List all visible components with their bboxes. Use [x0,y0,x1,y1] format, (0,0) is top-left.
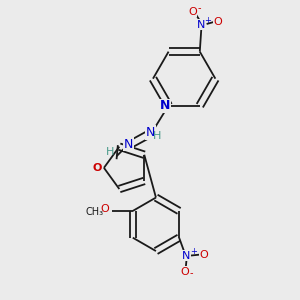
Text: -: - [190,268,193,278]
Text: H: H [153,131,161,141]
Text: -: - [197,3,201,13]
Text: +: + [204,16,211,25]
Text: O: O [199,250,208,260]
Text: N: N [146,126,155,139]
Text: O: O [188,7,197,16]
Text: N: N [124,138,133,151]
Text: +: + [190,247,197,256]
Text: O: O [100,204,109,214]
Text: O: O [213,17,222,27]
Text: O: O [93,163,102,173]
Text: O: O [180,267,189,277]
Text: N: N [182,250,191,260]
Text: N: N [197,20,206,30]
Text: CH₃: CH₃ [86,206,104,217]
Text: N: N [160,99,170,112]
Text: H: H [106,147,114,158]
